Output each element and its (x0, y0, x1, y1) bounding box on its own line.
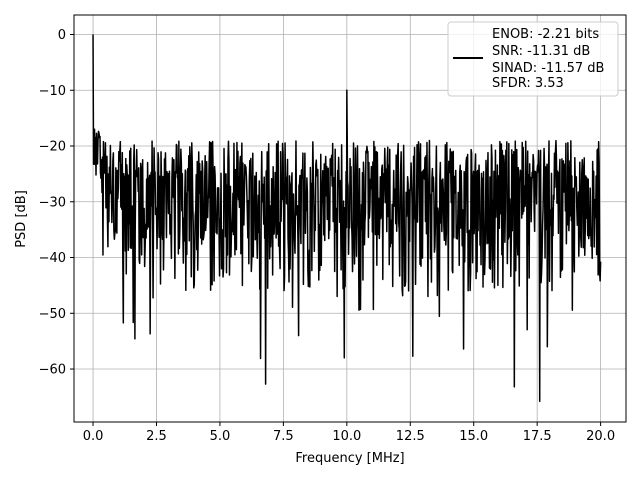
y-tick-label: −20 (39, 140, 66, 155)
y-tick-label: 0 (58, 28, 66, 43)
y-tick-label: −40 (39, 251, 66, 266)
legend-line-4: SFDR: 3.53 (492, 76, 564, 91)
x-tick-label: 10.0 (332, 429, 361, 444)
legend-line-1: ENOB: -2.21 bits (492, 27, 599, 42)
y-axis-label: PSD [dB] (14, 190, 29, 248)
y-tick-label: −60 (39, 363, 66, 378)
plot-frame (73, 14, 627, 423)
x-tick-label: 20.0 (586, 429, 615, 444)
x-tick-label: 5.0 (210, 429, 231, 444)
y-tick-label: −50 (39, 307, 66, 322)
x-tick-label: 15.0 (459, 429, 488, 444)
y-tick-label: −10 (39, 84, 66, 99)
y-axis-ticks: 0 −10 −20 −30 −40 −50 −60 (39, 28, 74, 378)
x-tick-label: 2.5 (146, 429, 167, 444)
x-axis-label: Frequency [MHz] (295, 451, 404, 466)
x-tick-label: 17.5 (523, 429, 552, 444)
legend-line-2: SNR: -11.31 dB (492, 44, 590, 59)
y-tick-label: −30 (39, 195, 66, 210)
x-axis-ticks: 0.0 2.5 5.0 7.5 10.0 12.5 15.0 17.5 20.0 (83, 422, 615, 444)
legend-line-3: SINAD: -11.57 dB (492, 61, 604, 76)
legend-box (447, 21, 619, 97)
legend: ENOB: -2.21 bits SNR: -11.31 dB SINAD: -… (447, 21, 619, 97)
x-tick-label: 7.5 (273, 429, 294, 444)
psd-line (92, 34, 602, 403)
x-tick-label: 12.5 (396, 429, 425, 444)
x-tick-label: 0.0 (83, 429, 104, 444)
psd-series (92, 34, 602, 403)
